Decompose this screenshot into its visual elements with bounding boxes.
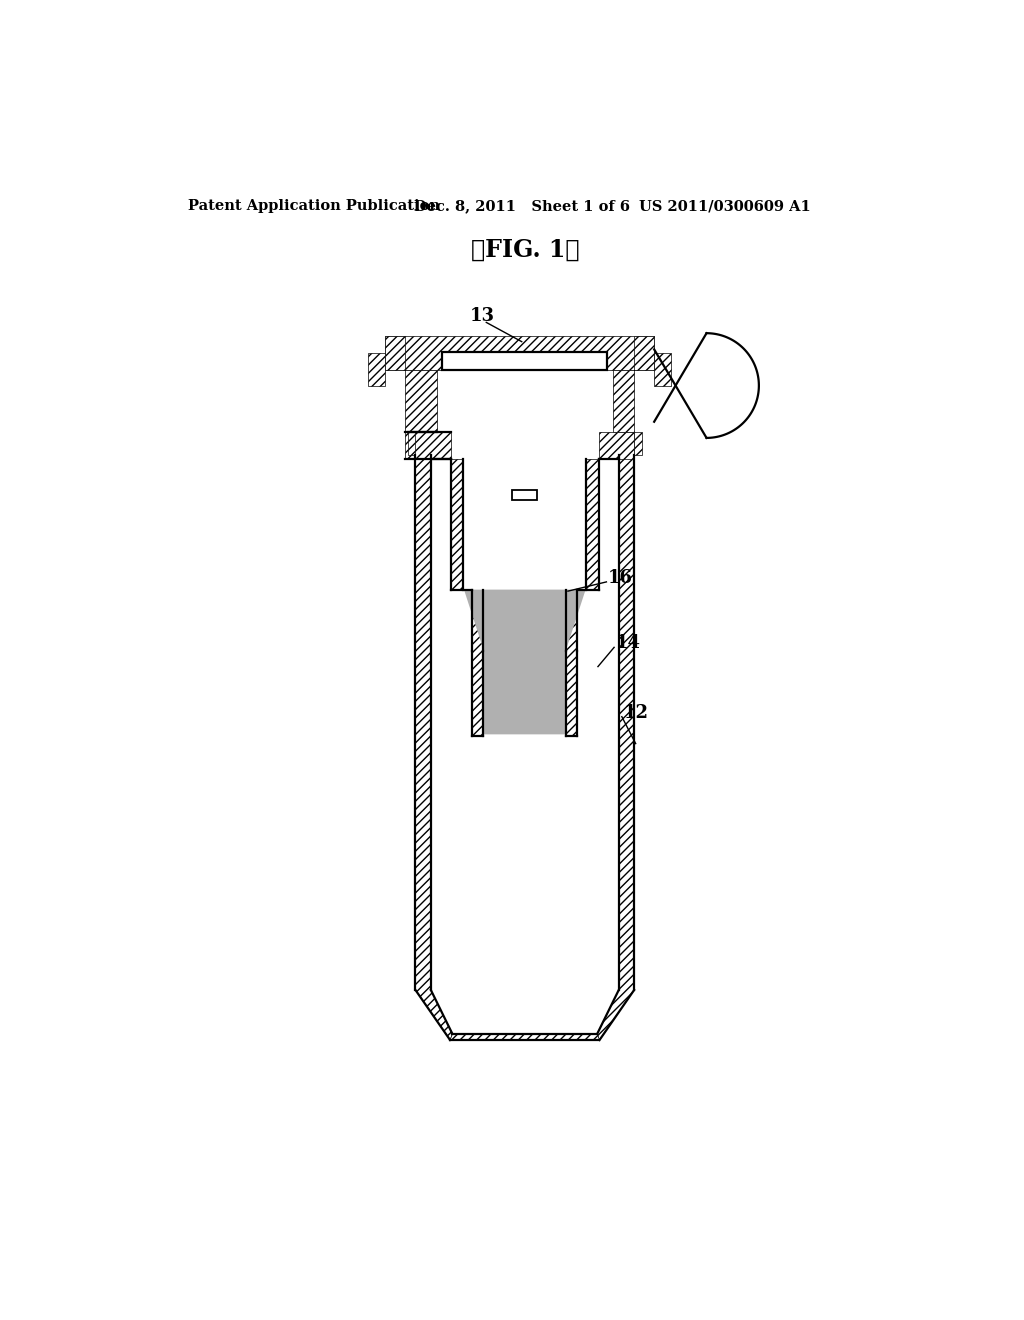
- Polygon shape: [612, 335, 654, 432]
- Bar: [442, 352, 607, 370]
- Polygon shape: [464, 590, 586, 734]
- Text: 13: 13: [470, 308, 495, 325]
- Polygon shape: [368, 354, 385, 385]
- Text: 16: 16: [608, 569, 633, 587]
- Bar: [512, 490, 538, 499]
- Polygon shape: [404, 432, 451, 459]
- Polygon shape: [566, 459, 599, 737]
- Polygon shape: [597, 455, 634, 1040]
- Text: 12: 12: [624, 704, 648, 722]
- Text: 14: 14: [615, 635, 641, 652]
- Polygon shape: [416, 455, 453, 1040]
- Text: Dec. 8, 2011   Sheet 1 of 6: Dec. 8, 2011 Sheet 1 of 6: [414, 199, 630, 213]
- Polygon shape: [599, 432, 634, 459]
- Text: Patent Application Publication: Patent Application Publication: [188, 199, 440, 213]
- Polygon shape: [451, 459, 483, 737]
- Text: 【FIG. 1】: 【FIG. 1】: [471, 238, 579, 261]
- Polygon shape: [385, 335, 437, 432]
- Polygon shape: [408, 432, 416, 455]
- Polygon shape: [634, 432, 642, 455]
- Text: US 2011/0300609 A1: US 2011/0300609 A1: [639, 199, 811, 213]
- Polygon shape: [654, 354, 671, 385]
- Polygon shape: [385, 335, 654, 370]
- Polygon shape: [451, 1034, 599, 1040]
